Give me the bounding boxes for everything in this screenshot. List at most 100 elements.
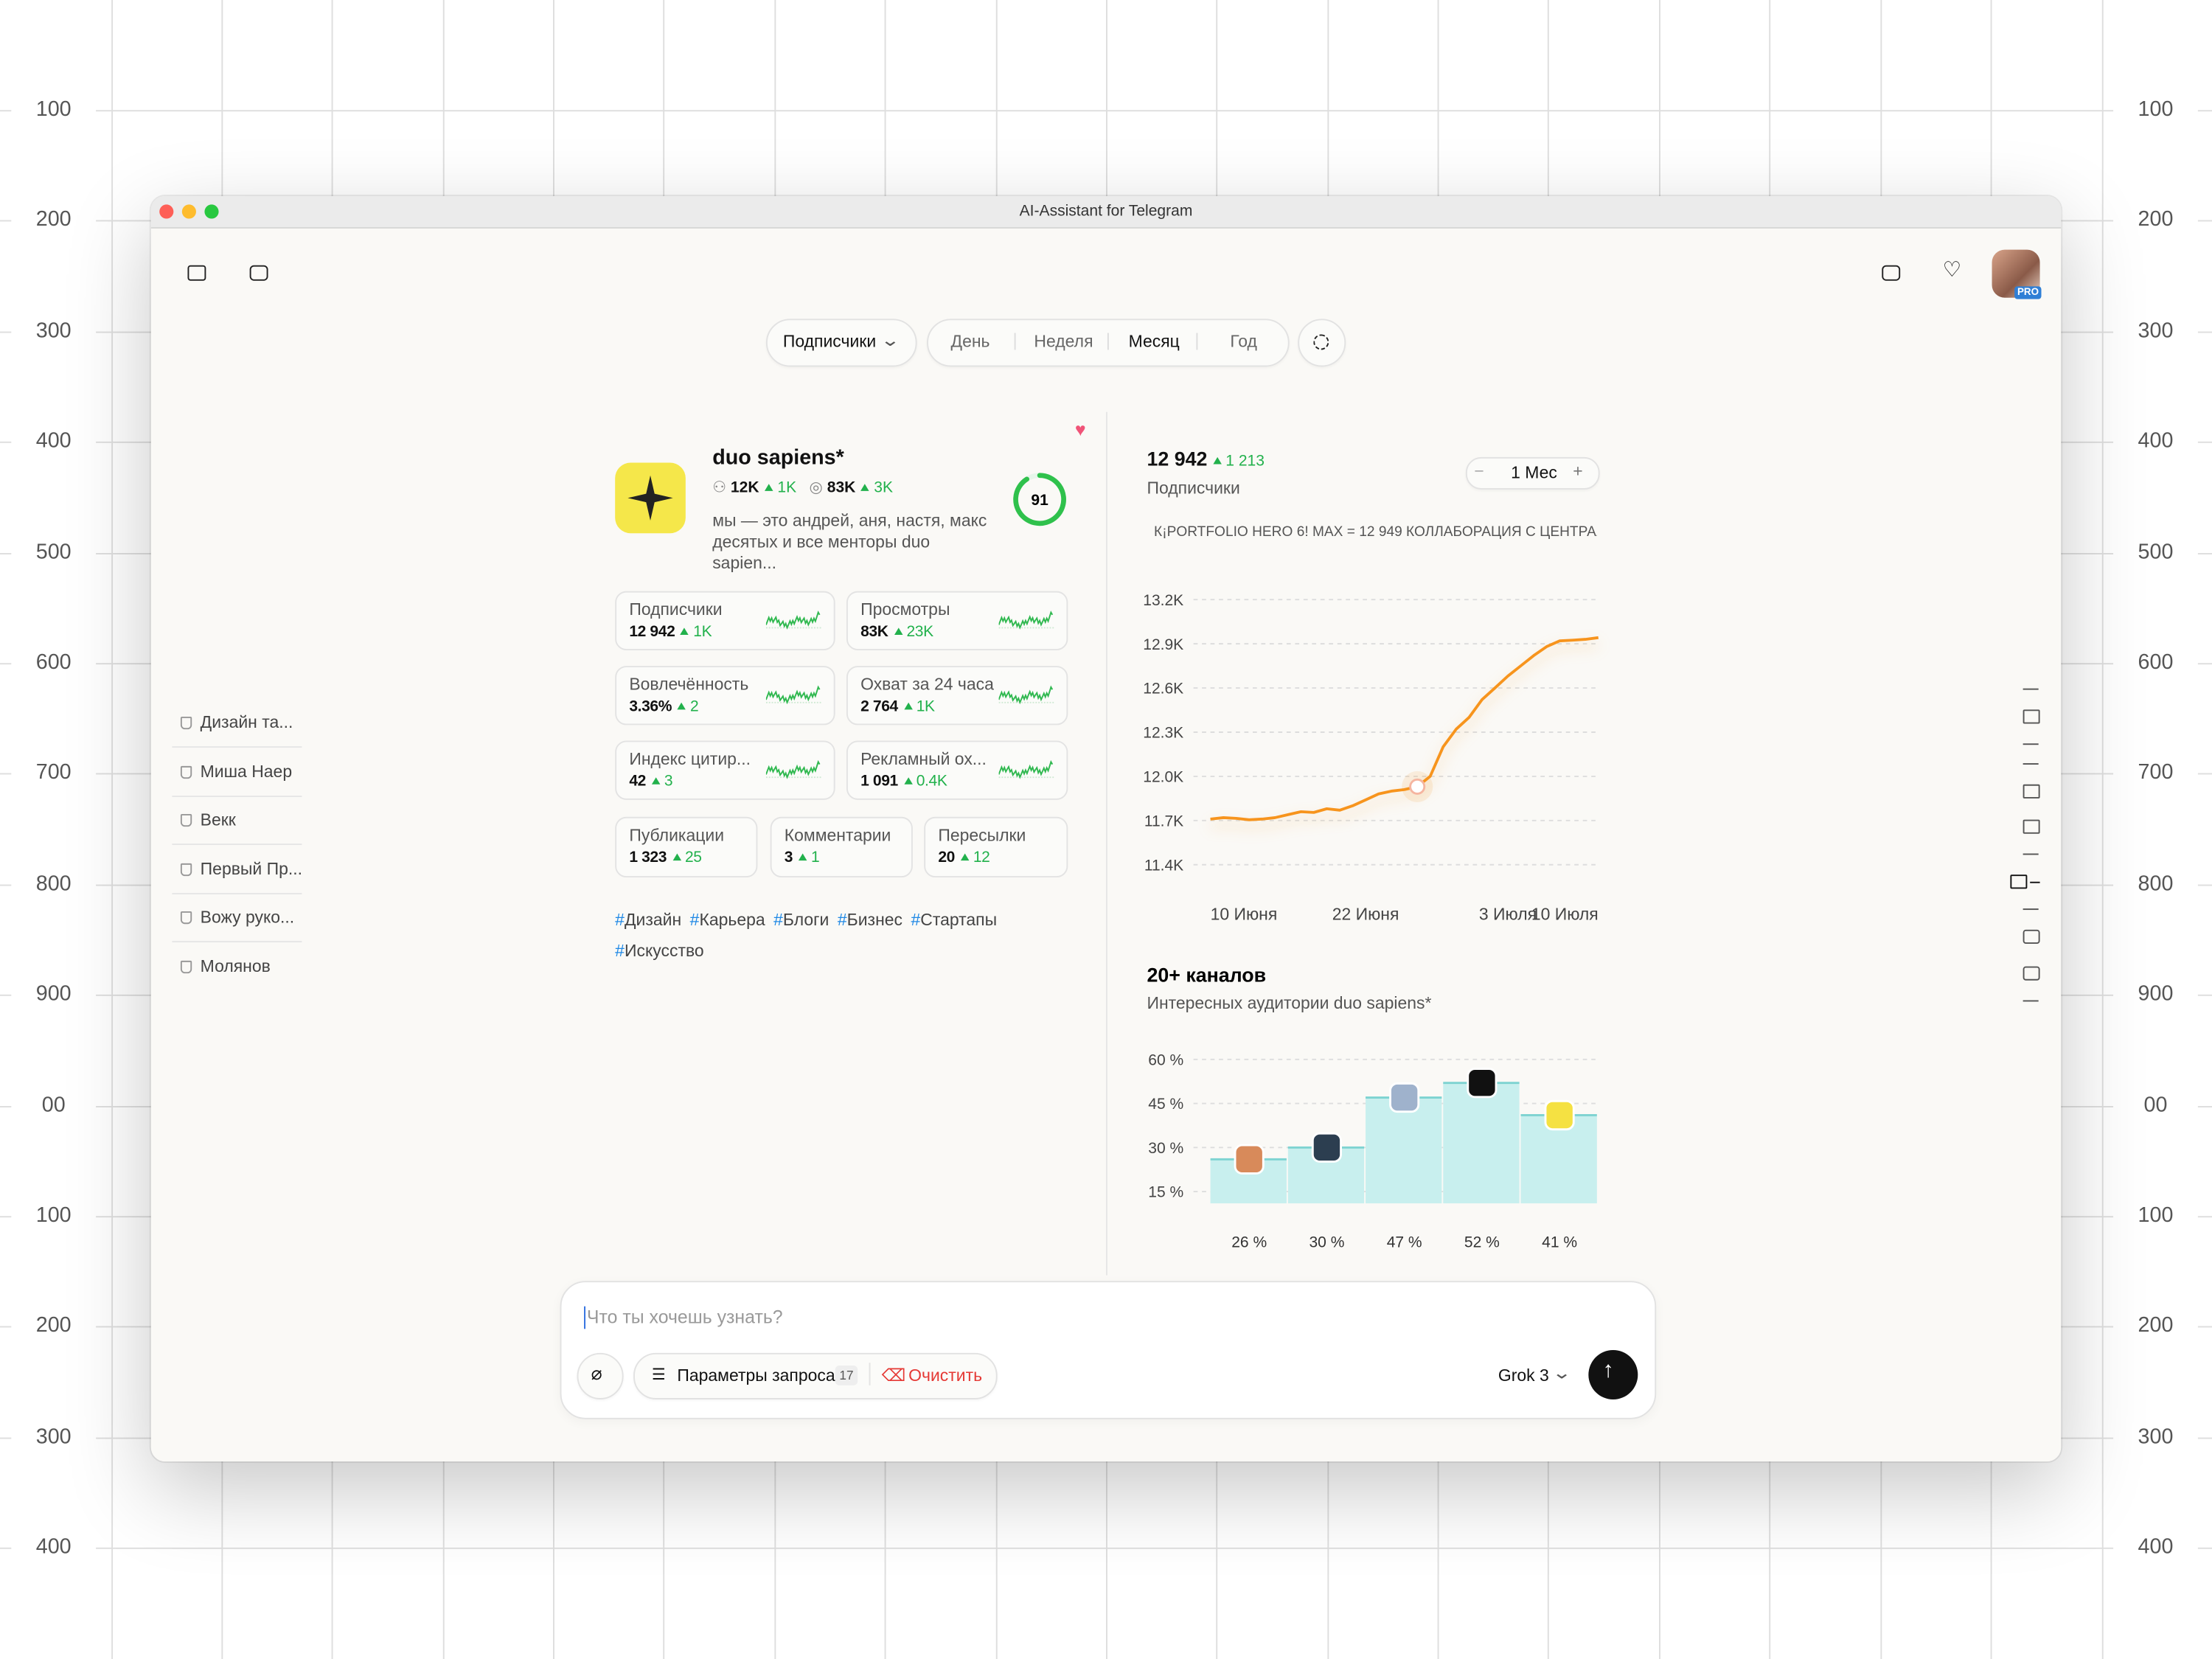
tag[interactable]: #Дизайн	[615, 910, 681, 930]
settings-icon	[1313, 334, 1329, 350]
channel-description: мы — это андрей, аня, настя, макс десяты…	[712, 510, 987, 573]
pinned-chat[interactable]: Молянов	[181, 956, 271, 975]
rail-item[interactable]	[2023, 966, 2040, 981]
metric-value-row: 1 323 25	[629, 848, 702, 868]
metric-value: 20	[938, 849, 955, 866]
rail-item[interactable]	[2023, 688, 2039, 690]
rail-item[interactable]	[2023, 709, 2040, 724]
metric-delta: 2	[672, 698, 699, 715]
ruler-label: 500	[11, 540, 97, 564]
tag-hash: #	[911, 910, 921, 930]
ruler-label: 100	[11, 98, 97, 122]
metric-value-row: 3.36% 2	[629, 697, 698, 717]
rail-item[interactable]	[2023, 853, 2039, 855]
params-button[interactable]: Параметры запроса	[677, 1366, 835, 1385]
favorite-heart[interactable]: ♥	[1074, 419, 1086, 440]
model-select[interactable]: Grok 3	[1498, 1366, 1549, 1385]
rail-item[interactable]	[2023, 763, 2039, 765]
period-tab[interactable]: Год	[1230, 331, 1257, 352]
params-count: 17	[835, 1366, 858, 1385]
metric-card[interactable]: Подписчики 12 942 1K	[615, 591, 835, 651]
summary-value-text: 12 942	[1147, 447, 1208, 470]
separator	[172, 844, 302, 846]
metric-card[interactable]: Индекс цитир... 42 3	[615, 740, 835, 800]
send-button[interactable]	[1588, 1349, 1638, 1399]
channel-logo	[615, 462, 686, 534]
sidebar-toggle[interactable]	[187, 265, 206, 281]
ruler-label: 200	[11, 209, 97, 232]
period-tab-active[interactable]: Месяц	[1128, 331, 1180, 352]
metric-card[interactable]: Публикации 1 323 25	[615, 816, 758, 878]
subscribers: 12K	[730, 479, 759, 497]
rail-item[interactable]	[2023, 784, 2040, 799]
zoom-button[interactable]	[204, 204, 219, 219]
close-button[interactable]	[159, 204, 174, 219]
rail-item-active[interactable]	[2030, 881, 2040, 883]
pinned-chat[interactable]: Вожу руко...	[181, 907, 295, 927]
new-chat-button[interactable]	[249, 265, 268, 281]
tag[interactable]: #Бизнес	[838, 910, 902, 930]
rail-item-active[interactable]	[2010, 874, 2028, 889]
tag-text: Стартапы	[920, 910, 998, 930]
sparkline	[998, 685, 1056, 705]
metric-value: 3.36%	[629, 698, 672, 716]
pinned-chat[interactable]: Векк	[181, 810, 236, 830]
views-delta: 3K	[855, 480, 893, 497]
grid-column	[111, 0, 114, 1659]
pinned-chat[interactable]: Дизайн та...	[181, 712, 293, 732]
rail-item[interactable]	[2023, 929, 2040, 944]
metric-card[interactable]: Комментарии 3 1	[770, 816, 913, 878]
range-plus[interactable]: +	[1573, 461, 1583, 481]
metric-select-label: Подписчики	[782, 331, 877, 352]
metric-card[interactable]: Просмотры 83K 23K	[846, 591, 1068, 651]
ruler-label: 300	[2113, 319, 2198, 343]
pinned-chat[interactable]: Миша Наер	[181, 761, 292, 781]
tag[interactable]: #Блоги	[773, 910, 829, 930]
summary-label: Подписчики	[1147, 478, 1240, 498]
channel-avatar	[1311, 1132, 1342, 1163]
ruler-label: 300	[2113, 1425, 2198, 1449]
tag-text: Искусство	[624, 941, 704, 961]
ruler-label: 500	[2113, 540, 2198, 564]
tag[interactable]: #Карьера	[690, 910, 765, 930]
rail-item[interactable]	[2023, 908, 2039, 911]
attach-button[interactable]	[577, 1352, 624, 1399]
metric-delta: 1K	[675, 624, 712, 641]
metric-card[interactable]: Пересылки 20 12	[924, 816, 1068, 878]
metric-value: 1 323	[629, 849, 667, 866]
clear-button[interactable]: Очистить	[908, 1366, 983, 1385]
metric-card[interactable]: Рекламный ох... 1 091 0.4K	[846, 740, 1068, 800]
grid-row	[0, 1548, 2212, 1550]
period-tab[interactable]: День	[950, 331, 990, 352]
favorites-button[interactable]: ♡	[1942, 258, 1962, 282]
rail-item[interactable]	[2023, 1000, 2039, 1002]
tag[interactable]: #Стартапы	[911, 910, 997, 930]
minimize-button[interactable]	[181, 204, 196, 219]
send-icon: ↑	[1602, 1358, 1614, 1383]
x-tick-label: 3 Июля	[1479, 904, 1537, 923]
bar	[1366, 1097, 1442, 1204]
prompt-input[interactable]: Что ты хочешь узнать?	[586, 1306, 783, 1328]
y-tick-label: 11.4K	[1144, 857, 1183, 874]
pinned-chat[interactable]: Первый Пр...	[181, 858, 302, 878]
metric-card[interactable]: Вовлечённость 3.36% 2	[615, 666, 835, 726]
rail-item[interactable]	[2023, 743, 2039, 745]
ruler-label: 900	[11, 983, 97, 1006]
metric-value-row: 20 12	[938, 848, 990, 868]
notes-button[interactable]	[1882, 265, 1901, 281]
sparkline-path	[998, 759, 1054, 779]
tag[interactable]: #Искусство	[615, 941, 704, 961]
value-label: 47 %	[1387, 1234, 1422, 1251]
summary-value: 12 942 1 213	[1147, 448, 1264, 471]
separator	[172, 795, 302, 797]
metric-label: Комментарии	[784, 825, 891, 846]
period-tab[interactable]: Неделя	[1034, 331, 1093, 352]
sparkline	[998, 611, 1056, 630]
ruler-label: 700	[2113, 762, 2198, 785]
subscribers-delta: 1K	[759, 480, 796, 497]
metric-card[interactable]: Охват за 24 часа 2 764 1K	[846, 666, 1068, 726]
range-minus[interactable]: −	[1474, 461, 1484, 481]
metric-select[interactable]	[765, 319, 917, 367]
rail-item[interactable]	[2023, 819, 2040, 834]
